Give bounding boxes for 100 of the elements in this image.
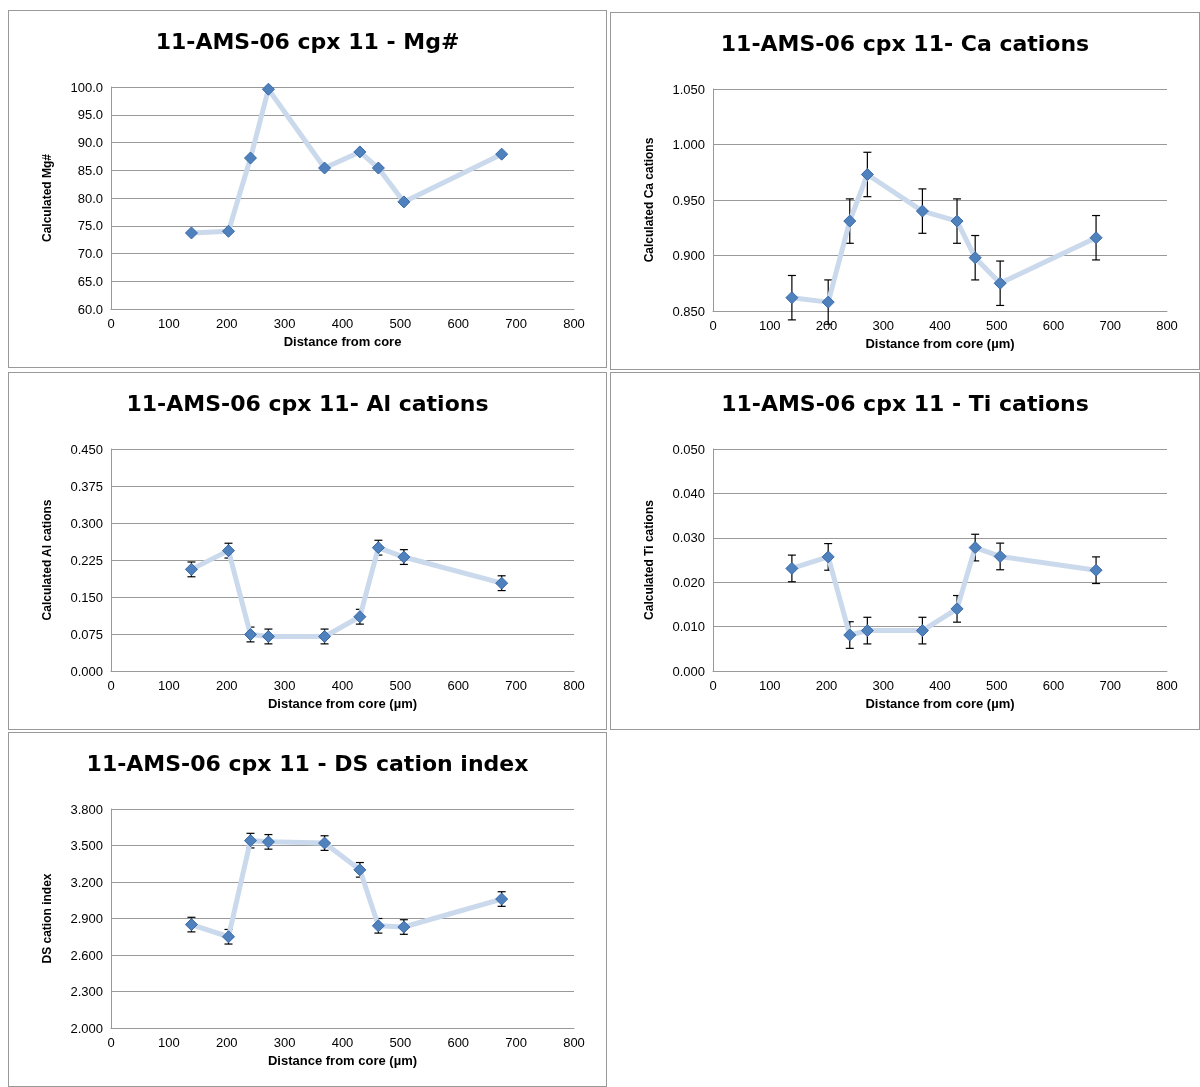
x-axis-title: Distance from core xyxy=(283,334,402,349)
point xyxy=(860,624,874,638)
x-tick-label: 400 xyxy=(929,678,951,693)
y-tick-label: 0.000 xyxy=(70,663,103,679)
y-tick-label: 3.500 xyxy=(70,838,103,853)
point xyxy=(785,561,799,575)
y-tick-label: 2.600 xyxy=(70,947,103,963)
x-axis-title: Distance from core (µm) xyxy=(865,336,1015,351)
y-axis-title: Calculated Ca cations xyxy=(642,137,656,263)
chart-title: 11-AMS-06 cpx 11 - Ti cations xyxy=(721,390,1089,416)
y-tick-label: 0.030 xyxy=(672,530,705,546)
y-tick-label: 0.950 xyxy=(672,192,705,208)
point xyxy=(243,151,257,165)
point xyxy=(495,147,509,161)
x-axis-title: Distance from core (µm) xyxy=(865,696,1015,711)
x-axis-title: Distance from core (µm) xyxy=(267,1053,418,1068)
x-tick-label: 800 xyxy=(563,1035,585,1050)
x-tick-label: 800 xyxy=(1156,318,1178,333)
y-axis-title: Calculated Mg# xyxy=(40,153,54,243)
x-tick-label: 500 xyxy=(389,1035,412,1050)
y-axis-title: DS cation index xyxy=(40,873,54,964)
y-tick-label: 95.0 xyxy=(77,107,103,123)
x-tick-label: 400 xyxy=(331,1035,354,1050)
y-tick-label: 60.0 xyxy=(77,301,103,317)
x-tick-label: 300 xyxy=(273,1035,296,1050)
x-tick-label: 100 xyxy=(758,678,781,693)
x-tick-label: 100 xyxy=(158,316,180,331)
x-tick-label: 700 xyxy=(505,1035,527,1050)
y-tick-label: 0.050 xyxy=(672,441,705,457)
x-tick-label: 0 xyxy=(709,678,717,693)
chart-title: 11-AMS-06 cpx 11- Ca cations xyxy=(720,30,1090,56)
x-tick-label: 700 xyxy=(1099,678,1122,693)
point xyxy=(950,602,964,616)
x-tick-label: 0 xyxy=(107,678,115,693)
point xyxy=(184,226,198,240)
x-tick-label: 600 xyxy=(1042,678,1065,693)
x-tick-label: 200 xyxy=(215,678,238,693)
y-tick-label: 75.0 xyxy=(77,218,103,234)
x-tick-label: 700 xyxy=(505,316,527,331)
y-tick-label: 0.900 xyxy=(672,248,705,263)
point xyxy=(1089,563,1103,577)
y-tick-label: 90.0 xyxy=(77,135,103,150)
chart-title: 11-AMS-06 cpx 11- Al cations xyxy=(126,390,489,416)
x-tick-label: 200 xyxy=(215,1035,238,1050)
x-tick-label: 600 xyxy=(447,1035,470,1050)
x-tick-label: 200 xyxy=(815,318,838,333)
y-tick-label: 0.850 xyxy=(672,303,705,319)
y-tick-label: 0.010 xyxy=(672,619,705,635)
point xyxy=(993,276,1007,290)
x-tick-label: 100 xyxy=(158,678,180,693)
point xyxy=(968,541,982,555)
x-tick-label: 0 xyxy=(107,316,115,331)
y-tick-label: 0.300 xyxy=(70,515,103,531)
point xyxy=(843,628,857,642)
point xyxy=(397,195,411,209)
x-tick-label: 600 xyxy=(1042,318,1065,333)
x-tick-label: 500 xyxy=(985,318,1008,333)
point xyxy=(968,251,982,265)
x-tick-label: 400 xyxy=(331,316,354,331)
x-tick-label: 100 xyxy=(158,1035,180,1050)
y-tick-label: 0.020 xyxy=(672,574,705,590)
x-tick-label: 600 xyxy=(447,316,470,331)
point xyxy=(993,549,1007,563)
x-tick-label: 500 xyxy=(389,678,412,693)
x-tick-label: 400 xyxy=(929,318,951,333)
y-tick-label: 65.0 xyxy=(77,273,103,289)
y-tick-label: 0.225 xyxy=(70,552,103,568)
x-tick-label: 200 xyxy=(215,316,238,331)
x-tick-label: 700 xyxy=(505,678,527,693)
chart-title: 11-AMS-06 cpx 11 - DS cation index xyxy=(86,750,529,776)
x-tick-label: 300 xyxy=(872,678,895,693)
y-tick-label: 85.0 xyxy=(77,162,103,178)
y-tick-label: 3.800 xyxy=(70,801,103,817)
y-tick-label: 70.0 xyxy=(77,246,103,261)
x-tick-label: 500 xyxy=(389,316,412,331)
point xyxy=(915,624,929,638)
x-tick-label: 700 xyxy=(1099,318,1122,333)
x-tick-label: 600 xyxy=(447,678,470,693)
point xyxy=(821,550,835,564)
y-tick-label: 2.000 xyxy=(70,1020,103,1036)
y-tick-label: 2.300 xyxy=(70,984,103,999)
x-tick-label: 800 xyxy=(563,316,585,331)
y-tick-label: 0.450 xyxy=(70,441,103,457)
point xyxy=(1089,231,1103,245)
x-tick-label: 300 xyxy=(273,678,296,693)
x-tick-label: 300 xyxy=(273,316,296,331)
point xyxy=(843,214,857,228)
point xyxy=(860,167,874,181)
y-tick-label: 0.000 xyxy=(672,663,705,679)
point xyxy=(785,291,799,305)
x-tick-label: 0 xyxy=(107,1035,115,1050)
point xyxy=(950,214,964,228)
y-tick-label: 0.150 xyxy=(70,589,103,605)
y-tick-label: 0.040 xyxy=(672,485,705,501)
x-tick-label: 800 xyxy=(1156,678,1178,693)
y-tick-label: 0.375 xyxy=(70,478,103,494)
y-tick-label: 2.900 xyxy=(70,911,103,926)
point xyxy=(915,204,929,218)
x-tick-label: 800 xyxy=(563,678,585,693)
point xyxy=(221,224,235,238)
